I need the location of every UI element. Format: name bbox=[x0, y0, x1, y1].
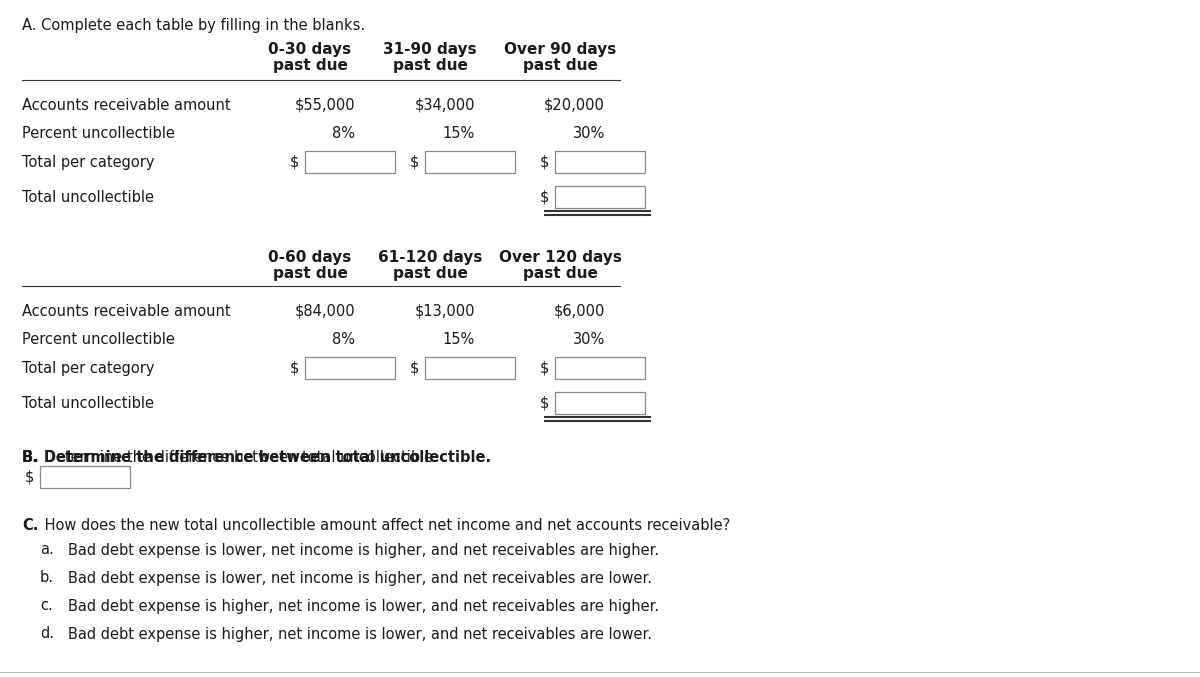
Text: past due: past due bbox=[392, 266, 468, 281]
Text: Total per category: Total per category bbox=[22, 154, 155, 169]
Text: 15%: 15% bbox=[443, 125, 475, 141]
Bar bbox=[554, 151, 646, 173]
Text: 0-30 days: 0-30 days bbox=[269, 42, 352, 57]
Text: Bad debt expense is higher, net income is lower, and net receivables are lower.: Bad debt expense is higher, net income i… bbox=[68, 626, 652, 642]
Text: $: $ bbox=[540, 190, 550, 204]
Text: Total uncollectible: Total uncollectible bbox=[22, 190, 154, 204]
Bar bbox=[40, 466, 130, 488]
Text: A. Complete each table by filling in the blanks.: A. Complete each table by filling in the… bbox=[22, 18, 365, 33]
Text: $: $ bbox=[25, 470, 34, 485]
Text: Percent uncollectible: Percent uncollectible bbox=[22, 125, 175, 141]
Text: Over 90 days: Over 90 days bbox=[504, 42, 616, 57]
Text: a.: a. bbox=[40, 542, 54, 557]
Text: Bad debt expense is lower, net income is higher, and net receivables are lower.: Bad debt expense is lower, net income is… bbox=[68, 571, 652, 586]
Text: Percent uncollectible: Percent uncollectible bbox=[22, 332, 175, 347]
Text: 30%: 30% bbox=[572, 332, 605, 347]
Text: Determine the difference between total uncollectible.: Determine the difference between total u… bbox=[40, 450, 438, 465]
Bar bbox=[554, 186, 646, 208]
Text: B.: B. bbox=[22, 450, 38, 465]
Text: past due: past due bbox=[522, 266, 598, 281]
Text: $: $ bbox=[289, 360, 299, 376]
Text: past due: past due bbox=[272, 58, 348, 73]
Text: $: $ bbox=[409, 360, 419, 376]
Bar bbox=[425, 357, 515, 379]
Text: 61-120 days: 61-120 days bbox=[378, 250, 482, 265]
Text: Accounts receivable amount: Accounts receivable amount bbox=[22, 97, 230, 112]
Text: Total uncollectible: Total uncollectible bbox=[22, 395, 154, 410]
Text: c.: c. bbox=[40, 598, 53, 613]
Bar bbox=[554, 357, 646, 379]
Text: 0-60 days: 0-60 days bbox=[269, 250, 352, 265]
Text: $84,000: $84,000 bbox=[294, 303, 355, 318]
Text: C.: C. bbox=[22, 518, 38, 533]
Text: past due: past due bbox=[272, 266, 348, 281]
Text: 8%: 8% bbox=[332, 125, 355, 141]
Text: $13,000: $13,000 bbox=[414, 303, 475, 318]
Text: Accounts receivable amount: Accounts receivable amount bbox=[22, 303, 230, 318]
Text: $6,000: $6,000 bbox=[553, 303, 605, 318]
Text: $: $ bbox=[540, 360, 550, 376]
Text: past due: past due bbox=[392, 58, 468, 73]
Text: $34,000: $34,000 bbox=[414, 97, 475, 112]
Text: 30%: 30% bbox=[572, 125, 605, 141]
Bar bbox=[554, 392, 646, 414]
Text: 31-90 days: 31-90 days bbox=[383, 42, 476, 57]
Text: b.: b. bbox=[40, 571, 54, 586]
Text: $: $ bbox=[540, 154, 550, 169]
Text: Bad debt expense is lower, net income is higher, and net receivables are higher.: Bad debt expense is lower, net income is… bbox=[68, 542, 659, 557]
Bar bbox=[305, 357, 395, 379]
Text: Total per category: Total per category bbox=[22, 360, 155, 376]
Text: 15%: 15% bbox=[443, 332, 475, 347]
Text: Over 120 days: Over 120 days bbox=[498, 250, 622, 265]
Text: $: $ bbox=[409, 154, 419, 169]
Bar bbox=[305, 151, 395, 173]
Text: d.: d. bbox=[40, 626, 54, 642]
Text: $55,000: $55,000 bbox=[294, 97, 355, 112]
Text: How does the new total uncollectible amount affect net income and net accounts r: How does the new total uncollectible amo… bbox=[40, 518, 731, 533]
Text: Bad debt expense is higher, net income is lower, and net receivables are higher.: Bad debt expense is higher, net income i… bbox=[68, 598, 659, 613]
Text: $20,000: $20,000 bbox=[544, 97, 605, 112]
Text: 8%: 8% bbox=[332, 332, 355, 347]
Text: $: $ bbox=[289, 154, 299, 169]
Bar bbox=[425, 151, 515, 173]
Text: $: $ bbox=[540, 395, 550, 410]
Text: past due: past due bbox=[522, 58, 598, 73]
Text: B. Determine the difference between total uncollectible.: B. Determine the difference between tota… bbox=[22, 450, 491, 465]
